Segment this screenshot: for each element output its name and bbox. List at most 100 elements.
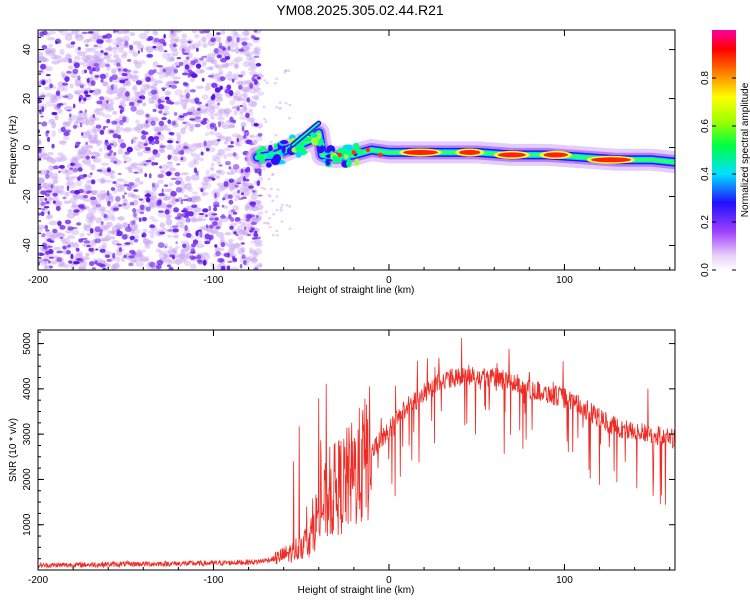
noise-speckle (203, 227, 210, 231)
noise-speckle-sparse (284, 102, 288, 105)
noise-speckle-strong (60, 126, 66, 133)
noise-speckle-strong (48, 265, 53, 269)
noise-speckle (159, 222, 165, 228)
noise-speckle-strong (168, 266, 174, 270)
noise-speckle (62, 135, 70, 141)
noise-speckle-strong (63, 131, 70, 137)
noise-speckle (257, 91, 265, 96)
signal-blob (346, 159, 352, 168)
noise-speckle-strong (210, 95, 216, 101)
noise-speckle-sparse (263, 79, 267, 82)
noise-speckle (148, 215, 155, 220)
noise-speckle-strong (85, 155, 90, 160)
noise-speckle (95, 111, 105, 116)
noise-speckle (134, 61, 142, 69)
noise-speckle (111, 236, 116, 240)
noise-speckle (90, 163, 96, 171)
noise-speckle-strong (153, 38, 160, 43)
noise-speckle-strong (62, 95, 69, 99)
noise-speckle-strong (133, 212, 137, 218)
noise-speckle (69, 197, 78, 203)
noise-speckle-sparse (274, 134, 278, 137)
spectrogram-xtick-label: -200 (28, 275, 48, 286)
noise-speckle-strong (161, 117, 167, 121)
noise-speckle (67, 181, 75, 185)
noise-speckle-strong (50, 184, 54, 189)
noise-speckle-strong (180, 199, 184, 205)
noise-speckle (119, 100, 125, 106)
noise-speckle (149, 203, 155, 210)
noise-speckle-strong (42, 30, 48, 36)
noise-speckle-strong (204, 240, 211, 245)
signal-blob (316, 144, 325, 154)
noise-speckle-strong (103, 125, 109, 128)
noise-speckle (122, 153, 128, 159)
noise-speckle-strong (232, 152, 237, 157)
noise-speckle (215, 169, 223, 174)
noise-speckle (60, 261, 67, 268)
noise-speckle (107, 45, 112, 52)
noise-speckle (252, 87, 261, 92)
noise-speckle (83, 198, 92, 202)
noise-speckle (164, 254, 171, 262)
noise-speckle (228, 186, 235, 192)
noise-speckle (252, 216, 261, 222)
noise-speckle-strong (182, 121, 187, 125)
noise-speckle-sparse (279, 209, 283, 212)
noise-speckle-strong (45, 193, 50, 197)
noise-speckle-strong (58, 170, 61, 174)
noise-speckle (46, 214, 54, 219)
noise-speckle (90, 151, 100, 158)
noise-speckle (138, 181, 144, 185)
noise-speckle (255, 204, 264, 211)
noise-speckle-strong (257, 194, 263, 197)
noise-speckle-strong (175, 180, 181, 185)
signal-hotspot (351, 150, 357, 155)
noise-speckle (88, 217, 94, 223)
noise-speckle (170, 35, 180, 41)
noise-speckle (161, 164, 169, 171)
noise-speckle (45, 92, 53, 98)
noise-speckle-strong (100, 50, 104, 54)
noise-speckle-strong (143, 163, 147, 166)
noise-speckle (109, 174, 115, 180)
noise-speckle (193, 159, 199, 165)
noise-speckle-strong (48, 256, 55, 260)
noise-speckle (47, 118, 56, 125)
noise-speckle-strong (218, 45, 225, 49)
noise-speckle-strong (200, 120, 207, 125)
noise-speckle (234, 141, 240, 147)
noise-speckle (148, 201, 154, 209)
noise-speckle (112, 129, 120, 135)
noise-speckle (218, 112, 223, 118)
noise-speckle (132, 70, 139, 74)
noise-speckle-strong (46, 136, 51, 143)
noise-speckle (88, 139, 96, 144)
noise-speckle (119, 87, 126, 93)
noise-speckle (87, 174, 93, 178)
noise-speckle-strong (211, 82, 218, 88)
noise-speckle (108, 196, 114, 201)
noise-speckle-strong (94, 260, 98, 265)
noise-speckle-strong (110, 187, 116, 191)
noise-speckle-strong (124, 40, 129, 47)
noise-speckle-sparse (288, 205, 292, 208)
noise-speckle (234, 197, 239, 202)
noise-speckle (210, 162, 215, 167)
noise-speckle-strong (132, 207, 137, 213)
noise-speckle (165, 218, 173, 226)
noise-speckle (180, 254, 189, 261)
noise-speckle-strong (75, 247, 80, 252)
snr-ytick-label: 2000 (22, 468, 33, 491)
noise-speckle (220, 186, 229, 190)
noise-speckle-strong (78, 174, 85, 179)
noise-speckle-strong (52, 228, 58, 234)
noise-speckle (131, 86, 137, 91)
noise-speckle-strong (56, 250, 63, 254)
noise-speckle (241, 30, 250, 37)
noise-speckle (103, 236, 112, 241)
noise-speckle (92, 157, 102, 163)
noise-speckle (210, 173, 217, 177)
noise-speckle (164, 259, 173, 264)
noise-speckle (247, 67, 257, 72)
